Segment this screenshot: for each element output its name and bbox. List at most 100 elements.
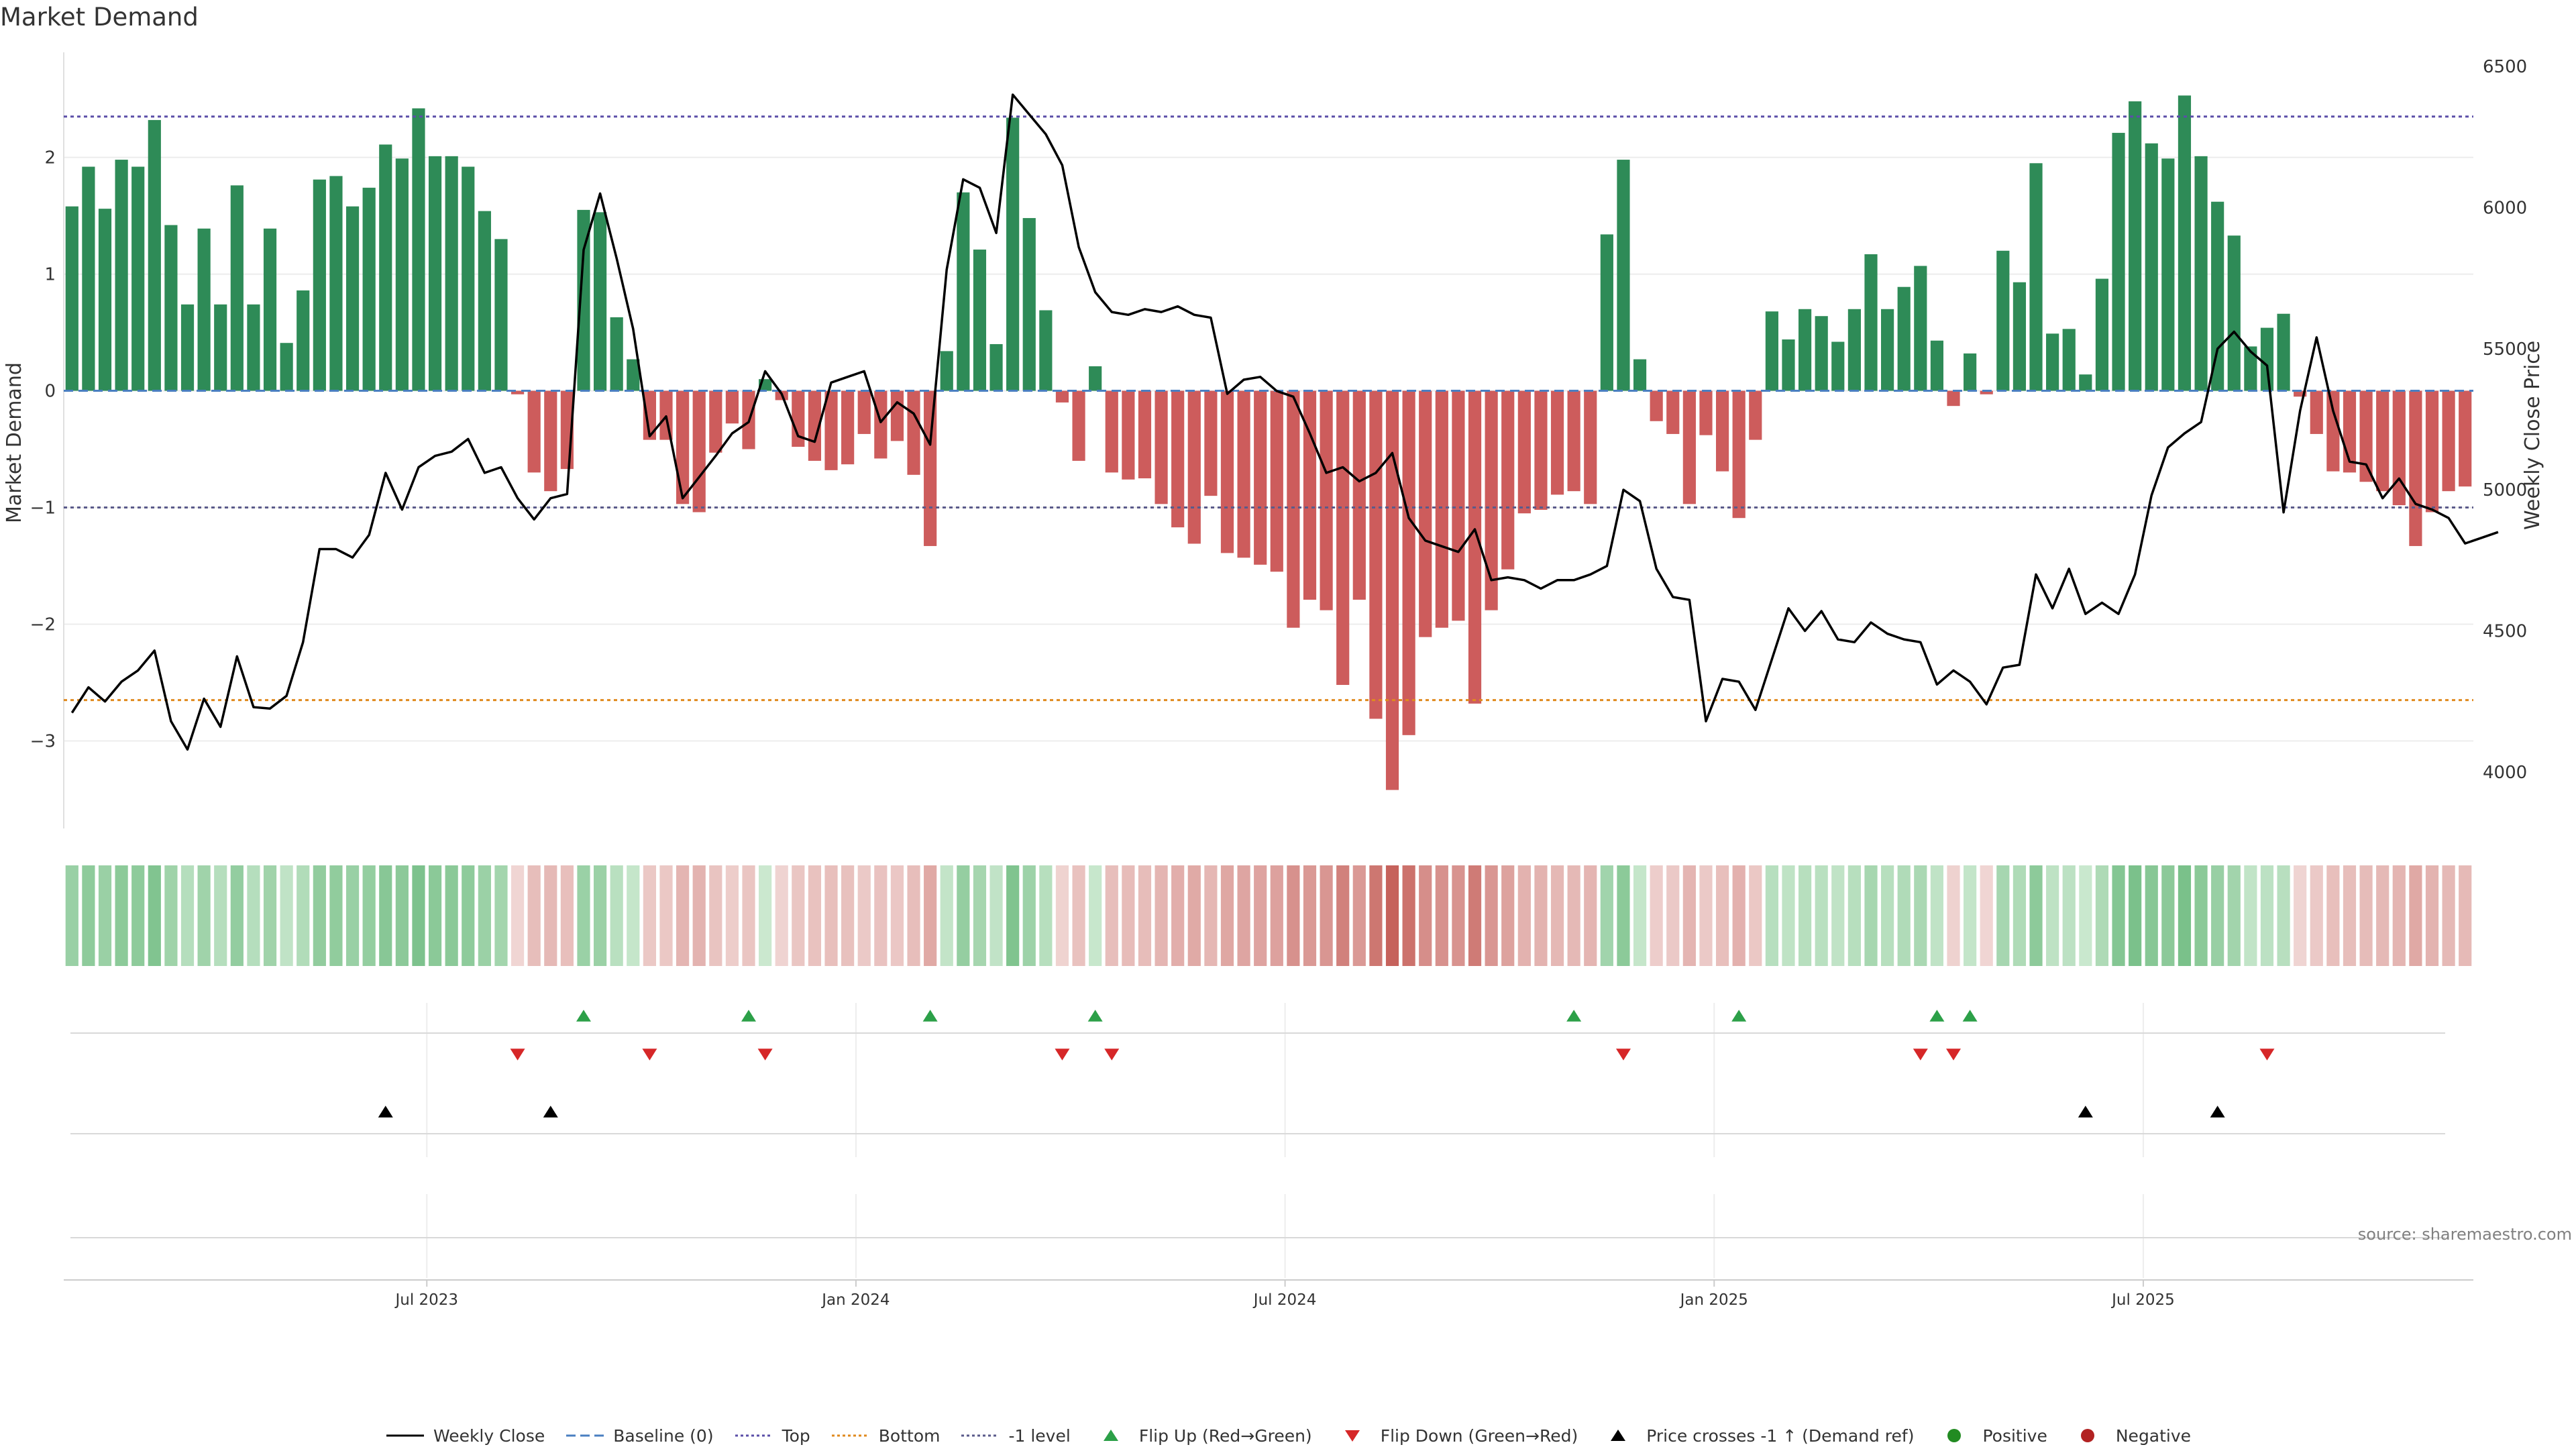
demand-bar-positive <box>148 119 161 391</box>
demand-bar-negative <box>511 390 525 394</box>
heat-strip-cell <box>1980 865 1993 966</box>
demand-bar-positive <box>82 166 95 391</box>
demand-bar-positive <box>1039 310 1053 391</box>
demand-bar-negative <box>1270 390 1283 572</box>
heat-strip-cell <box>627 865 640 966</box>
legend-label: Price crosses -1 ↑ (Demand ref) <box>1646 1426 1915 1446</box>
demand-bar-negative <box>1715 390 1729 472</box>
demand-bar-positive <box>1815 316 1828 391</box>
heat-strip-cell <box>593 865 607 966</box>
y-right-tick-label: 6500 <box>2483 57 2527 77</box>
demand-bar-negative <box>1419 390 1432 637</box>
demand-bar-negative <box>1468 390 1482 704</box>
heat-strip-cell <box>115 865 128 966</box>
heat-strip-cell <box>1864 865 1878 966</box>
demand-bar-positive <box>2029 163 2043 391</box>
demand-bar-positive <box>1897 286 1911 391</box>
heat-strip-cell <box>857 865 871 966</box>
heat-strip-cell <box>2442 865 2455 966</box>
demand-bar-negative <box>1385 390 1399 790</box>
heat-strip-cell <box>1287 865 1300 966</box>
demand-bar-negative <box>1254 390 1267 565</box>
legend-label: Flip Down (Green→Red) <box>1380 1426 1578 1446</box>
heat-strip-cell <box>1682 865 1696 966</box>
demand-bar-positive <box>2095 278 2109 391</box>
weekly-close-line <box>70 93 2499 751</box>
legend-item-flipdown: Flip Down (Green→Red) <box>1332 1426 1578 1446</box>
demand-bar-positive <box>462 166 475 391</box>
demand-bar-negative <box>1567 390 1580 492</box>
flip-up-marker <box>741 1010 757 1022</box>
heat-strip-cell <box>2129 865 2142 966</box>
y-axis-title-left: Market Demand <box>3 362 26 523</box>
heat-strip-cell <box>82 865 95 966</box>
heat-strip-cell <box>98 865 112 966</box>
demand-bar-positive <box>973 250 987 391</box>
heat-strip-cell <box>131 865 145 966</box>
legend-item-minus1: -1 level <box>960 1426 1071 1446</box>
demand-bar-negative <box>1402 390 1415 735</box>
x-tick-label: Jan 2024 <box>820 1291 890 1309</box>
heat-strip-cell <box>280 865 293 966</box>
heat-strip-cell <box>2376 865 2390 966</box>
heat-strip-cell <box>775 865 788 966</box>
legend-swatch-bottom <box>831 1434 869 1437</box>
legend-label: Bottom <box>878 1426 941 1446</box>
heat-strip-cell <box>1782 865 1795 966</box>
demand-bar-negative <box>1452 390 1465 621</box>
demand-bar-negative <box>1666 390 1680 434</box>
demand-bar-negative <box>824 390 838 470</box>
heat-strip-cell <box>2459 865 2472 966</box>
demand-bar-positive <box>989 343 1003 391</box>
heat-strip-cell <box>1237 865 1250 966</box>
heat-strip-cell <box>1815 865 1828 966</box>
heat-strip-cell <box>1336 865 1350 966</box>
legend-swatch-flipup <box>1103 1430 1118 1441</box>
demand-bar-positive <box>98 209 112 391</box>
demand-bar-positive <box>2129 101 2142 391</box>
demand-bar-negative <box>1501 390 1515 570</box>
heat-strip-cell <box>2326 865 2340 966</box>
demand-bar-negative <box>1138 390 1152 479</box>
price-cross-marker <box>543 1106 558 1118</box>
y-axis-title-right: Weekly Close Price <box>2521 340 2544 530</box>
heat-strip-cell <box>478 865 491 966</box>
price-cross-marker <box>2078 1106 2093 1118</box>
heat-strip-cell <box>2343 865 2357 966</box>
heat-strip-cell <box>560 865 574 966</box>
legend-swatch-close <box>386 1434 424 1437</box>
heat-strip-cell <box>1550 865 1564 966</box>
flip-down-marker <box>1913 1049 1928 1061</box>
demand-bar-positive <box>610 317 623 391</box>
demand-bar-negative <box>544 390 557 492</box>
legend-label: -1 level <box>1008 1426 1071 1446</box>
legend-item-cross: Price crosses -1 ↑ (Demand ref) <box>1598 1426 1914 1446</box>
heat-strip-cell <box>544 865 557 966</box>
price-cross-marker <box>2210 1106 2225 1118</box>
demand-bar-positive <box>329 176 343 391</box>
demand-bar-negative <box>1517 390 1531 514</box>
heat-strip-cell <box>1798 865 1812 966</box>
legend-swatch-top <box>735 1434 773 1437</box>
flip-up-marker <box>1731 1010 1747 1022</box>
heat-strip-cell <box>890 865 904 966</box>
demand-bar-negative <box>1534 390 1548 511</box>
demand-bar-positive <box>214 304 227 391</box>
heat-strip-cell <box>808 865 822 966</box>
demand-bar-positive <box>1600 234 1613 391</box>
legend-label: Top <box>782 1426 810 1446</box>
legend-label: Negative <box>2115 1426 2192 1446</box>
demand-bar-negative <box>924 390 937 546</box>
heat-strip-cell <box>2145 865 2158 966</box>
legend-label: Weekly Close <box>433 1426 545 1446</box>
heat-strip-cell <box>957 865 970 966</box>
demand-bar-positive <box>428 156 442 391</box>
demand-bar-positive <box>627 359 640 391</box>
heat-strip-cell <box>2095 865 2109 966</box>
y-tick-label: 1 <box>44 265 56 285</box>
heat-strip-cell <box>2046 865 2059 966</box>
demand-bar-negative <box>692 390 706 513</box>
demand-bar-negative <box>792 390 805 447</box>
heat-strip-cell <box>1600 865 1613 966</box>
demand-bar-negative <box>1055 390 1069 402</box>
